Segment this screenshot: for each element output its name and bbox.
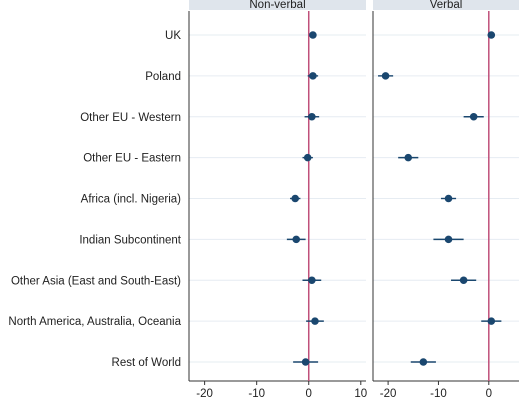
estimate-point: [309, 72, 317, 80]
estimate-point: [404, 153, 413, 162]
estimate-point: [487, 317, 496, 325]
estimate-point: [309, 31, 317, 39]
panel-title: Verbal: [430, 0, 463, 11]
x-tick-label: -20: [196, 388, 213, 400]
estimate-point: [469, 112, 478, 121]
estimate-point: [308, 276, 316, 285]
x-tick-label: 0: [306, 388, 312, 400]
panel-header: [373, 0, 519, 10]
estimate-point: [381, 72, 390, 80]
estimate-point: [459, 276, 468, 285]
category-label: Africa (incl. Nigeria): [81, 194, 181, 206]
panel-title: Non-verbal: [249, 0, 305, 11]
estimate-point: [419, 358, 428, 366]
estimate-point: [487, 31, 496, 39]
estimate-point: [291, 194, 300, 203]
x-tick-label: 0: [486, 388, 492, 400]
estimate-point: [301, 358, 310, 366]
x-tick-label: 10: [354, 388, 367, 400]
x-tick-label: -10: [430, 388, 447, 400]
estimate-point: [292, 235, 301, 244]
category-label: UK: [165, 30, 181, 42]
category-label: Other Asia (East and South-East): [11, 275, 181, 287]
estimate-point: [311, 317, 319, 325]
category-label: North America, Australia, Oceania: [8, 316, 181, 328]
estimate-point: [303, 153, 312, 162]
category-label: Other EU - Eastern: [83, 153, 181, 165]
category-label: Poland: [145, 71, 181, 83]
estimate-point: [308, 112, 316, 121]
category-label: Other EU - Western: [80, 112, 181, 124]
estimate-point: [444, 235, 453, 244]
panel-header: [189, 0, 366, 10]
x-tick-label: -10: [248, 388, 265, 400]
category-label: Rest of World: [112, 357, 181, 369]
x-tick-label: -20: [380, 388, 397, 400]
category-label: Indian Subcontinent: [79, 234, 181, 246]
estimate-point: [444, 194, 453, 203]
